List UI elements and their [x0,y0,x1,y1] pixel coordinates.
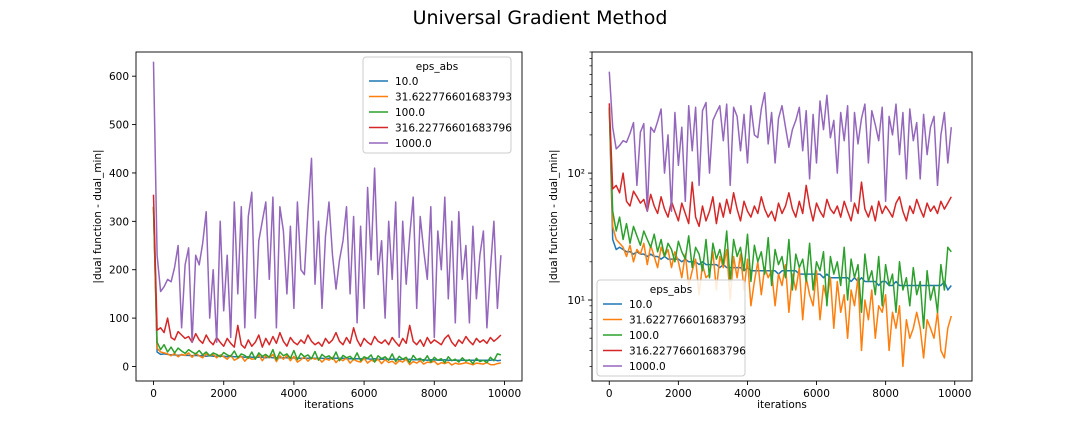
series-line-316-22776601683796 [608,103,952,228]
x-tick-label: 8000 [421,388,448,400]
legend-entry: 31.622776601683793 [629,315,746,327]
legend-title: eps_abs [416,61,458,73]
legend-box [596,279,746,377]
x-tick-label: 10000 [938,388,971,400]
series-line-100-0 [608,107,952,329]
x-tick-label: 0 [150,388,157,400]
y-tick-label: 300 [109,216,129,228]
legend-entry: 100.0 [629,330,659,342]
legend-entry: 1000.0 [395,138,432,150]
legend-entry: 316.22776601683796 [629,346,746,358]
x-tick-label: 10000 [488,388,521,400]
legend-title: eps_abs [650,284,692,296]
legend-box [362,56,512,154]
legend-entry: 10.0 [629,299,652,311]
x-axis-label: iterations [757,399,807,411]
y-tick-label: 400 [109,168,129,180]
x-tick-label: 8000 [872,388,899,400]
legend: eps_abs 10.0 31.622776601683793 100.0 316.22… [596,279,746,377]
series-line-100-0 [152,206,502,365]
y-tick-label: 500 [109,120,129,132]
y-tick-label: 10¹ [567,295,585,307]
y-tick-label: 200 [109,265,129,277]
y-axis-label: |dual function - dual_min| [548,149,560,283]
series-group [152,61,502,366]
legend-entry: 31.622776601683793 [395,92,512,104]
plot-frame [135,51,523,382]
x-tick-label: 6000 [803,388,830,400]
left-plot-axes: 0 2000 4000 6000 8000 10000 0 100 200 300 400 500 60… [92,51,523,411]
y-tick-label: 0 [122,361,129,373]
series-line-31-622776601683793 [608,107,953,368]
legend-entry: 316.22776601683796 [395,123,512,135]
y-tick-label: 10² [567,168,585,180]
x-tick-label: 6000 [351,388,378,400]
legend-entry: 10.0 [395,76,418,88]
series-line-1000-0 [608,71,953,213]
series-group [608,71,953,368]
x-tick-label: 4000 [281,388,308,400]
x-tick-label: 2000 [210,388,237,400]
series-line-316-22776601683796 [152,194,502,349]
series-line-1000-0 [152,61,502,344]
x-tick-label: 4000 [734,388,761,400]
legend-entry: 1000.0 [629,361,666,373]
legend-entry: 100.0 [395,107,425,119]
figure-title: Universal Gradient Method [413,7,668,29]
y-tick-label: 100 [109,313,129,325]
right-plot-axes: 0 2000 4000 6000 8000 10000 10¹ 10² iterations |d… [548,51,973,411]
y-tick-label: 600 [109,71,129,83]
legend: eps_abs 10.0 31.622776601683793 100.0 316.22… [362,56,512,154]
x-tick-label: 2000 [665,388,692,400]
y-axis-label: |dual function - dual_min| [92,149,104,283]
x-tick-label: 0 [606,388,613,400]
series-line-10-0 [608,107,952,291]
x-axis-label: iterations [304,399,354,411]
plot-frame [591,51,973,382]
